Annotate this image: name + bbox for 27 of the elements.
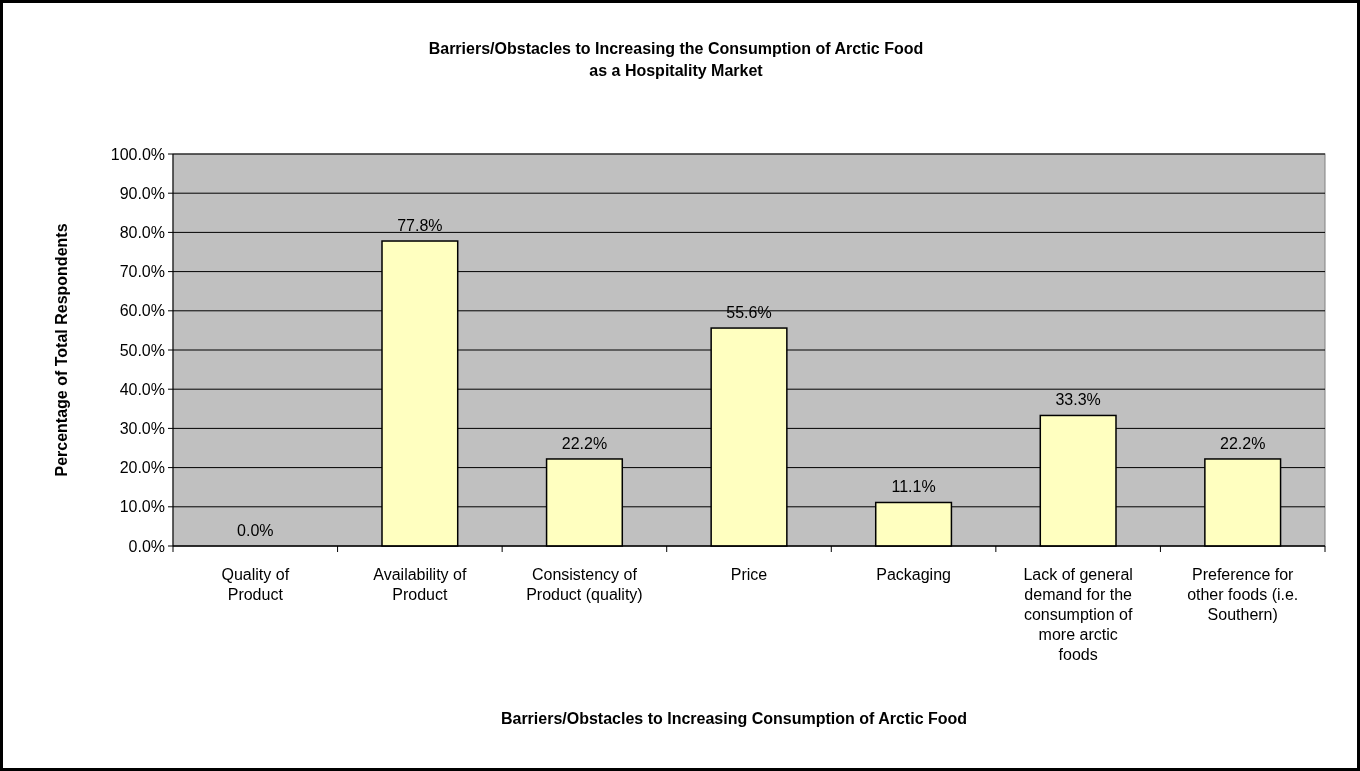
y-tick-label: 80.0% bbox=[119, 224, 165, 241]
data-label: 22.2% bbox=[1220, 434, 1266, 452]
y-tick-label: 40.0% bbox=[119, 380, 165, 398]
y-tick-label: 50.0% bbox=[119, 341, 165, 359]
data-label: 77.8% bbox=[397, 217, 443, 235]
data-label: 22.2% bbox=[561, 434, 608, 452]
data-label: 33.3% bbox=[1055, 391, 1101, 409]
y-tick-label: 10.0% bbox=[119, 498, 165, 516]
y-tick-label: 30.0% bbox=[119, 420, 165, 437]
x-tick-label: Lack of general demand for the consumption of more arctic foods bbox=[1023, 566, 1133, 663]
y-axis-title: Percentage of Total Respondents bbox=[53, 223, 70, 477]
x-tick-label: Quality of Product bbox=[221, 566, 290, 603]
data-label: 0.0% bbox=[237, 522, 274, 539]
x-axis-title: Barriers/Obstacles to Increasing Consumption of Arctic Food bbox=[500, 710, 968, 727]
y-tick-label: 100.0% bbox=[110, 145, 165, 163]
y-tick-label: 90.0% bbox=[119, 184, 165, 202]
y-tick-label: 70.0% bbox=[119, 263, 165, 281]
y-tick-label: 0.0% bbox=[128, 537, 165, 555]
chart-title: Barriers/Obstacles to Increasing the Consumption of Arctic Food as a Hospitality Market bbox=[428, 40, 924, 79]
x-tick-label: Price bbox=[730, 566, 768, 583]
data-label: 11.1% bbox=[891, 478, 936, 496]
y-tick-label: 60.0% bbox=[119, 302, 165, 320]
x-tick-label: Consistency of Product (quality) bbox=[526, 566, 643, 603]
y-tick-label: 20.0% bbox=[119, 459, 165, 477]
x-tick-label: Availability of Product bbox=[373, 566, 467, 603]
x-tick-label: Packaging bbox=[876, 566, 951, 583]
x-tick-label: Preference for other foods (i.e. Southern) bbox=[1187, 566, 1299, 623]
